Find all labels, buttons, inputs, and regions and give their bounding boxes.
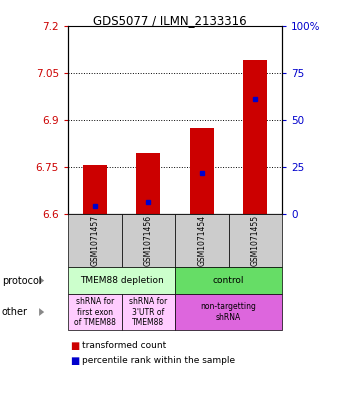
Text: control: control (213, 276, 244, 285)
Text: GSM1071455: GSM1071455 (251, 215, 260, 266)
Bar (190, 128, 214, 214)
Text: shRNA for
first exon
of TMEM88: shRNA for first exon of TMEM88 (74, 297, 116, 327)
Text: GDS5077 / ILMN_2133316: GDS5077 / ILMN_2133316 (93, 14, 247, 27)
Text: percentile rank within the sample: percentile rank within the sample (82, 356, 235, 365)
Text: shRNA for
3'UTR of
TMEM88: shRNA for 3'UTR of TMEM88 (129, 297, 167, 327)
Bar (243, 60, 268, 214)
Bar (136, 153, 160, 214)
Text: GSM1071454: GSM1071454 (198, 215, 206, 266)
Text: protocol: protocol (2, 275, 41, 286)
Text: TMEM88 depletion: TMEM88 depletion (80, 276, 164, 285)
Text: non-targetting
shRNA: non-targetting shRNA (201, 302, 257, 322)
Text: GSM1071457: GSM1071457 (90, 215, 99, 266)
Text: ■: ■ (70, 356, 79, 366)
Text: transformed count: transformed count (82, 341, 167, 350)
Text: GSM1071456: GSM1071456 (144, 215, 153, 266)
Text: ■: ■ (70, 341, 79, 351)
Text: other: other (2, 307, 28, 317)
Bar (83, 165, 107, 214)
